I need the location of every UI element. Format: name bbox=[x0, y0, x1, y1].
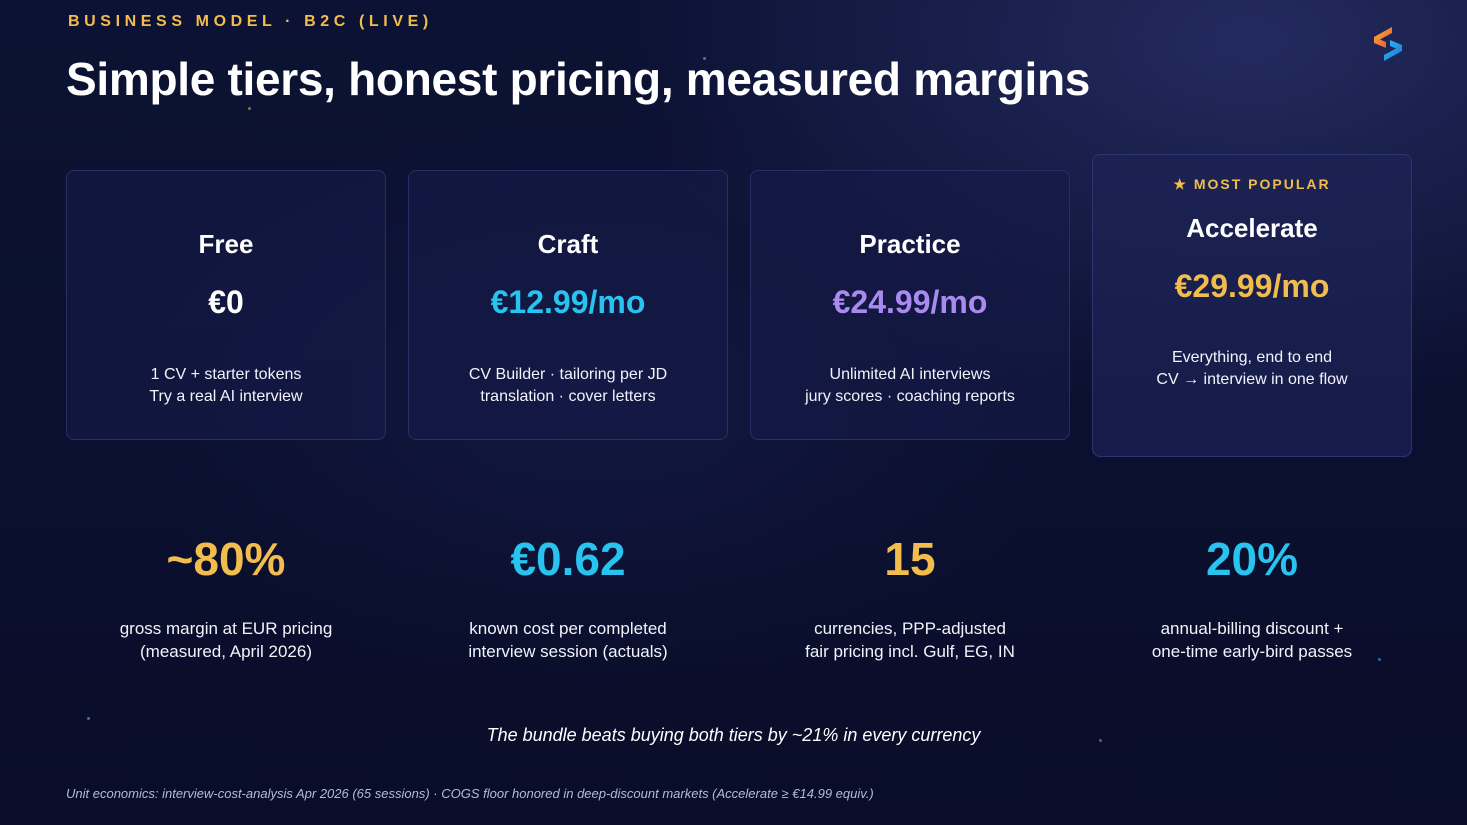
tier-price: €29.99/mo bbox=[1174, 268, 1330, 304]
stat-label: gross margin at EUR pricing (measured, A… bbox=[66, 617, 386, 663]
section-eyebrow: BUSINESS MODEL · B2C (LIVE) bbox=[68, 13, 433, 30]
background-star-dot bbox=[87, 717, 90, 720]
stat-label-line: (measured, April 2026) bbox=[140, 642, 312, 661]
tier-description: CV Builder · tailoring per JD translatio… bbox=[409, 364, 727, 407]
stat-value: 15 bbox=[884, 533, 936, 585]
background-star-dot bbox=[248, 107, 251, 110]
most-popular-badge: ★ MOST POPULAR bbox=[1173, 176, 1331, 192]
tier-description: 1 CV + starter tokens Try a real AI inte… bbox=[67, 364, 385, 407]
stat-label: annual-billing discount + one-time early… bbox=[1092, 617, 1412, 663]
tier-description-line: CV → interview in one flow bbox=[1156, 370, 1348, 388]
background-star-dot bbox=[703, 57, 706, 60]
background-star-dot bbox=[1099, 739, 1102, 742]
tier-description-line: Try a real AI interview bbox=[149, 387, 303, 405]
stat-label-line: fair pricing incl. Gulf, EG, IN bbox=[805, 642, 1015, 661]
stat-value: ~80% bbox=[166, 533, 286, 585]
tier-name: Accelerate bbox=[1186, 213, 1318, 243]
stat-value: €0.62 bbox=[510, 533, 626, 585]
page-title: Simple tiers, honest pricing, measured m… bbox=[66, 53, 1091, 105]
tier-name: Craft bbox=[537, 229, 599, 259]
tier-card-practice: Practice €24.99/mo Unlimited AI intervie… bbox=[750, 170, 1070, 440]
tier-description-line: Unlimited AI interviews bbox=[829, 366, 991, 383]
tier-card-free: Free €0 1 CV + starter tokens Try a real… bbox=[66, 170, 386, 440]
tier-description-line: 1 CV + starter tokens bbox=[150, 366, 302, 383]
stat-value: 20% bbox=[1205, 533, 1299, 585]
tier-name: Practice bbox=[859, 229, 961, 259]
tier-name: Free bbox=[198, 229, 254, 259]
stat-label-line: gross margin at EUR pricing bbox=[119, 619, 333, 638]
tier-description: Everything, end to end CV → interview in… bbox=[1093, 347, 1411, 390]
tier-price: €12.99/mo bbox=[490, 284, 646, 320]
stat-label-line: interview session (actuals) bbox=[468, 642, 668, 661]
tier-card-craft: Craft €12.99/mo CV Builder · tailoring p… bbox=[408, 170, 728, 440]
background-star-dot bbox=[1378, 658, 1381, 661]
tier-price: €0 bbox=[208, 284, 244, 320]
tier-description-line: translation · cover letters bbox=[480, 387, 656, 405]
source-footnote: Unit economics: interview-cost-analysis … bbox=[66, 786, 874, 801]
tier-price: €24.99/mo bbox=[832, 284, 988, 320]
stat-label: known cost per completed interview sessi… bbox=[408, 617, 728, 663]
tier-description-line: jury scores · coaching reports bbox=[805, 387, 1015, 405]
tier-description: Unlimited AI interviews jury scores · co… bbox=[751, 364, 1069, 407]
bundle-tagline: The bundle beats buying both tiers by ~2… bbox=[486, 725, 981, 745]
tier-card-accelerate: ★ MOST POPULAR Accelerate €29.99/mo Ever… bbox=[1092, 154, 1412, 457]
tier-description-line: Everything, end to end bbox=[1171, 349, 1333, 366]
stat-label-line: currencies, PPP-adjusted bbox=[814, 619, 1006, 638]
brand-s-logo-icon bbox=[1374, 27, 1402, 61]
stat-label: currencies, PPP-adjusted fair pricing in… bbox=[750, 617, 1070, 663]
stat-label-line: known cost per completed bbox=[469, 619, 667, 638]
stat-label-line: one-time early-bird passes bbox=[1151, 642, 1353, 661]
tier-description-line: CV Builder · tailoring per JD bbox=[468, 366, 668, 383]
stat-label-line: annual-billing discount + bbox=[1160, 619, 1344, 638]
